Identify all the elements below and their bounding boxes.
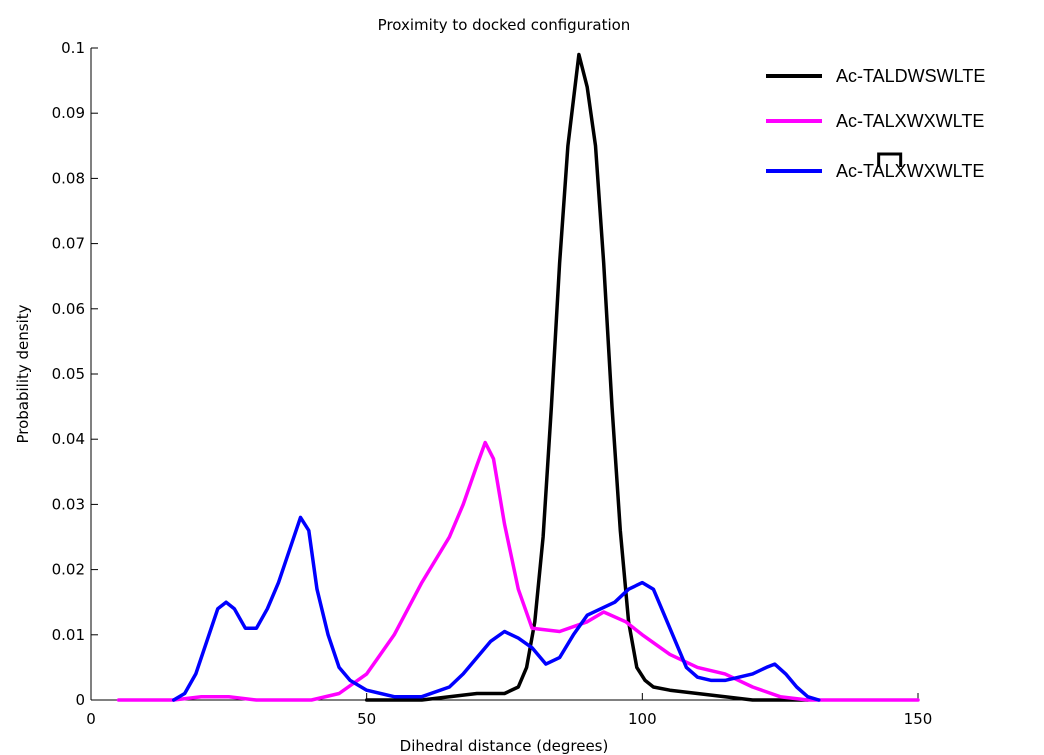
y-tick-label: 0.06 [52, 300, 85, 318]
x-axis-title: Dihedral distance (degrees) [400, 737, 609, 755]
y-tick-label: 0.02 [52, 561, 85, 579]
series-line-2 [116, 440, 920, 702]
y-axis-title: Probability density [14, 304, 32, 443]
x-tick-label: 100 [628, 710, 657, 728]
legend-label-1: Ac-TALDWSWLTE [836, 66, 985, 86]
x-tick-label: 50 [357, 710, 376, 728]
legend-label-3: Ac-TALXWXWLTE [836, 161, 984, 181]
legend-label-2: Ac-TALXWXWLTE [836, 111, 984, 131]
series-line-1 [364, 52, 810, 702]
y-tick-label: 0.05 [52, 365, 85, 383]
series-layer [116, 52, 920, 702]
y-tick-label: 0.03 [52, 495, 85, 513]
y-tick-label: 0.07 [52, 235, 85, 253]
y-tick-label: 0.08 [52, 169, 85, 187]
legend: Ac-TALDWSWLTE Ac-TALXWXWLTE Ac-TALXWXWLTE [766, 66, 985, 181]
y-tick-label: 0.09 [52, 104, 85, 122]
y-tick-label: 0 [75, 691, 85, 709]
axes: 0 50 100 150 0 0.01 0.02 0.03 0.04 0.05 0.06 0.07 0.… [52, 39, 933, 728]
y-tick-label: 0.04 [52, 430, 85, 448]
legend-crosslink-bracket [877, 152, 903, 167]
series-line-3 [171, 515, 821, 702]
chart-title: Proximity to docked configuration [378, 16, 631, 34]
x-tick-label: 150 [904, 710, 933, 728]
y-tick-label: 0.1 [61, 39, 85, 57]
x-tick-label: 0 [86, 710, 96, 728]
y-tick-label: 0.01 [52, 626, 85, 644]
